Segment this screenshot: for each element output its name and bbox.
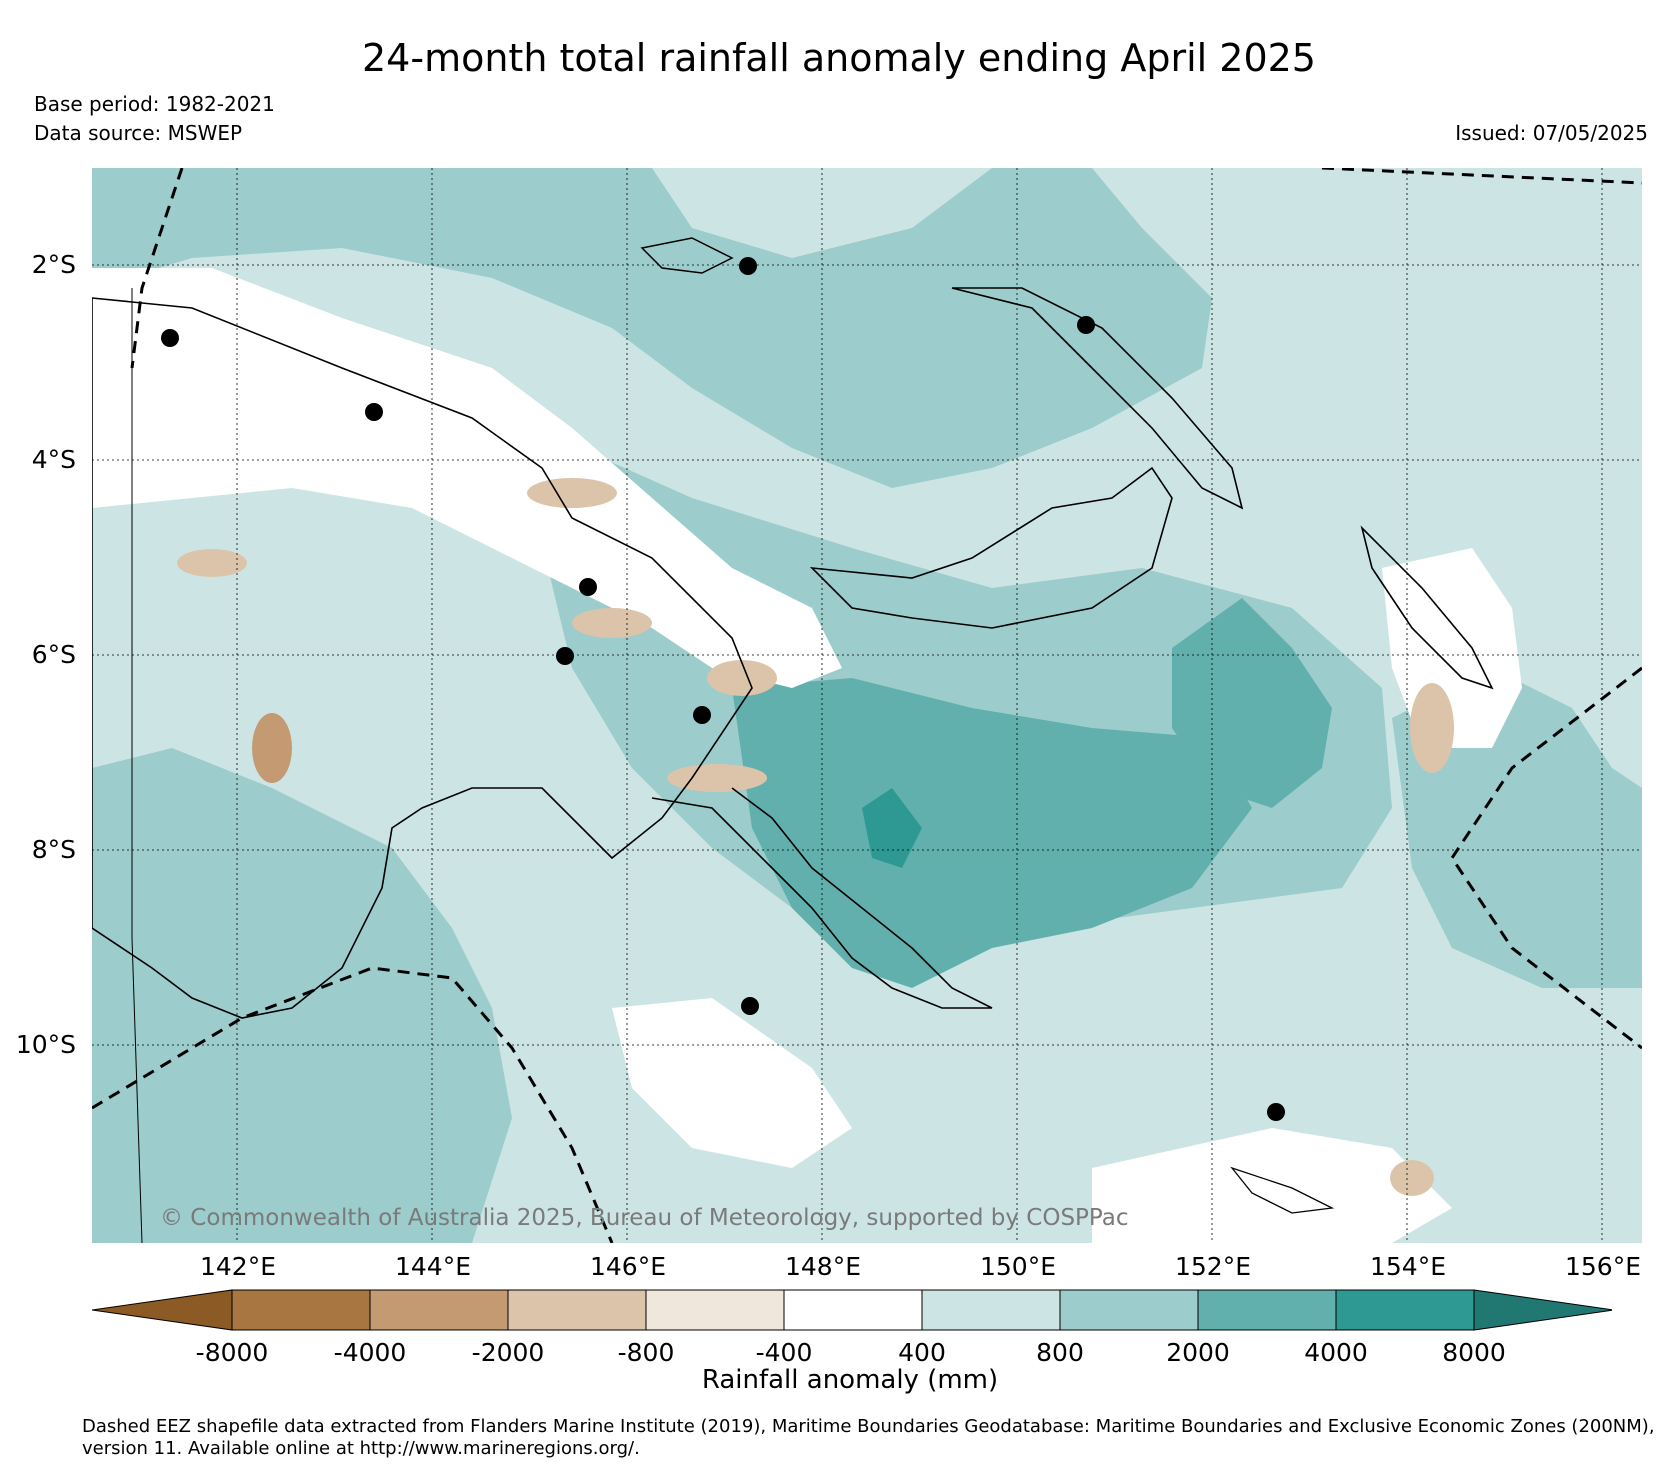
- colorbar-tick-label: -4000: [333, 1338, 407, 1367]
- southeast-normal-zone: [1092, 1128, 1452, 1243]
- data-source-text: Data source: MSWEP: [34, 121, 243, 145]
- very-wet-core: [862, 788, 922, 868]
- footnote: Dashed EEZ shapefile data extracted from…: [82, 1416, 1655, 1459]
- lon-label-152e: 152°E: [1174, 1252, 1251, 1281]
- colorbar-tick-label: 400: [898, 1338, 946, 1367]
- northwest-wet-region: [92, 168, 1212, 488]
- papuan-peninsula-coastline: [651, 787, 993, 1009]
- colorbar-segment: [1335, 1289, 1475, 1331]
- colorbar-tick-label: -2000: [471, 1338, 545, 1367]
- station-dot: [161, 329, 179, 347]
- eez-boundary: [1450, 666, 1642, 1050]
- eez-boundary: [1321, 168, 1642, 185]
- colorbar-segment: [1197, 1289, 1337, 1331]
- dry-patch: [1390, 1160, 1434, 1196]
- base-period-text: Base period: 1982-2021: [34, 92, 275, 116]
- colorbar-segment: [645, 1289, 785, 1331]
- colorbar-segments: [92, 1289, 1612, 1331]
- colorbar-segment: [1059, 1289, 1199, 1331]
- station-dot: [556, 647, 574, 665]
- dry-patch: [177, 549, 247, 577]
- new-britain-coastline: [809, 466, 1173, 629]
- colorbar-arrow-low: [92, 1289, 233, 1331]
- colorbar-segment: [507, 1289, 647, 1331]
- lon-label-144e: 144°E: [394, 1252, 471, 1281]
- rainfall-colorbar: [92, 1289, 1612, 1331]
- dry-patch: [667, 764, 767, 792]
- map-title: 24-month total rainfall anomaly ending A…: [362, 36, 1316, 80]
- northern-normal-band: [92, 268, 842, 688]
- lon-label-146e: 146°E: [589, 1252, 666, 1281]
- lon-label-150e: 150°E: [979, 1252, 1056, 1281]
- colorbar-tick-label: 8000: [1442, 1338, 1506, 1367]
- colorbar-tick-label: 2000: [1166, 1338, 1230, 1367]
- colorbar-arrow-high: [1473, 1289, 1612, 1331]
- dry-patch: [1410, 683, 1454, 773]
- colorbar-segment: [783, 1289, 923, 1331]
- station-dot: [365, 403, 383, 421]
- colorbar-segment: [231, 1289, 371, 1331]
- rossel-island-coastline: [1230, 1166, 1335, 1214]
- new-guinea-coastline: [92, 297, 753, 1019]
- southern-normal-zone: [612, 998, 852, 1168]
- lat-label-4s: 4°S: [31, 445, 76, 474]
- dry-patch: [572, 608, 652, 638]
- station-dot: [579, 578, 597, 596]
- lat-label-8s: 8°S: [31, 835, 76, 864]
- station-dot: [1077, 316, 1095, 334]
- lon-label-156e: 156°E: [1564, 1252, 1641, 1281]
- lat-label-2s: 2°S: [31, 250, 76, 279]
- new-ireland-coastline: [951, 287, 1244, 510]
- dry-patch: [252, 713, 292, 783]
- southwest-wet-region: [92, 748, 512, 1243]
- lat-label-10s: 10°S: [15, 1030, 76, 1059]
- colorbar-tick-label: 4000: [1304, 1338, 1368, 1367]
- rainfall-anomaly-map: [92, 168, 1642, 1243]
- solomon-sea-wet-zone: [732, 678, 1252, 988]
- lon-label-142e: 142°E: [199, 1252, 276, 1281]
- dry-patch: [527, 478, 617, 508]
- colorbar-segment: [369, 1289, 509, 1331]
- colorbar-tick-label: -8000: [195, 1338, 269, 1367]
- station-markers: [161, 257, 1285, 1121]
- dry-patch: [707, 660, 777, 696]
- lon-label-148e: 148°E: [784, 1252, 861, 1281]
- station-dot: [741, 997, 759, 1015]
- colorbar-title: Rainfall anomaly (mm): [701, 1365, 999, 1395]
- station-dot: [693, 706, 711, 724]
- colorbar-segment: [921, 1289, 1061, 1331]
- international-border: [131, 288, 143, 1243]
- eez-boundary: [92, 966, 614, 1243]
- graticule: [92, 168, 1642, 1243]
- station-dot: [1267, 1103, 1285, 1121]
- colorbar-tick-label: 800: [1036, 1338, 1084, 1367]
- issued-date-text: Issued: 07/05/2025: [1455, 121, 1648, 145]
- bougainville-coastline: [1360, 525, 1494, 690]
- lon-label-154e: 154°E: [1369, 1252, 1446, 1281]
- colorbar-tick-label: -800: [617, 1338, 675, 1367]
- colorbar-tick-label: -400: [755, 1338, 813, 1367]
- station-dot: [739, 257, 757, 275]
- eez-boundary: [130, 168, 184, 369]
- lat-label-6s: 6°S: [31, 640, 76, 669]
- copyright-text: © Commonwealth of Australia 2025, Bureau…: [160, 1205, 1129, 1231]
